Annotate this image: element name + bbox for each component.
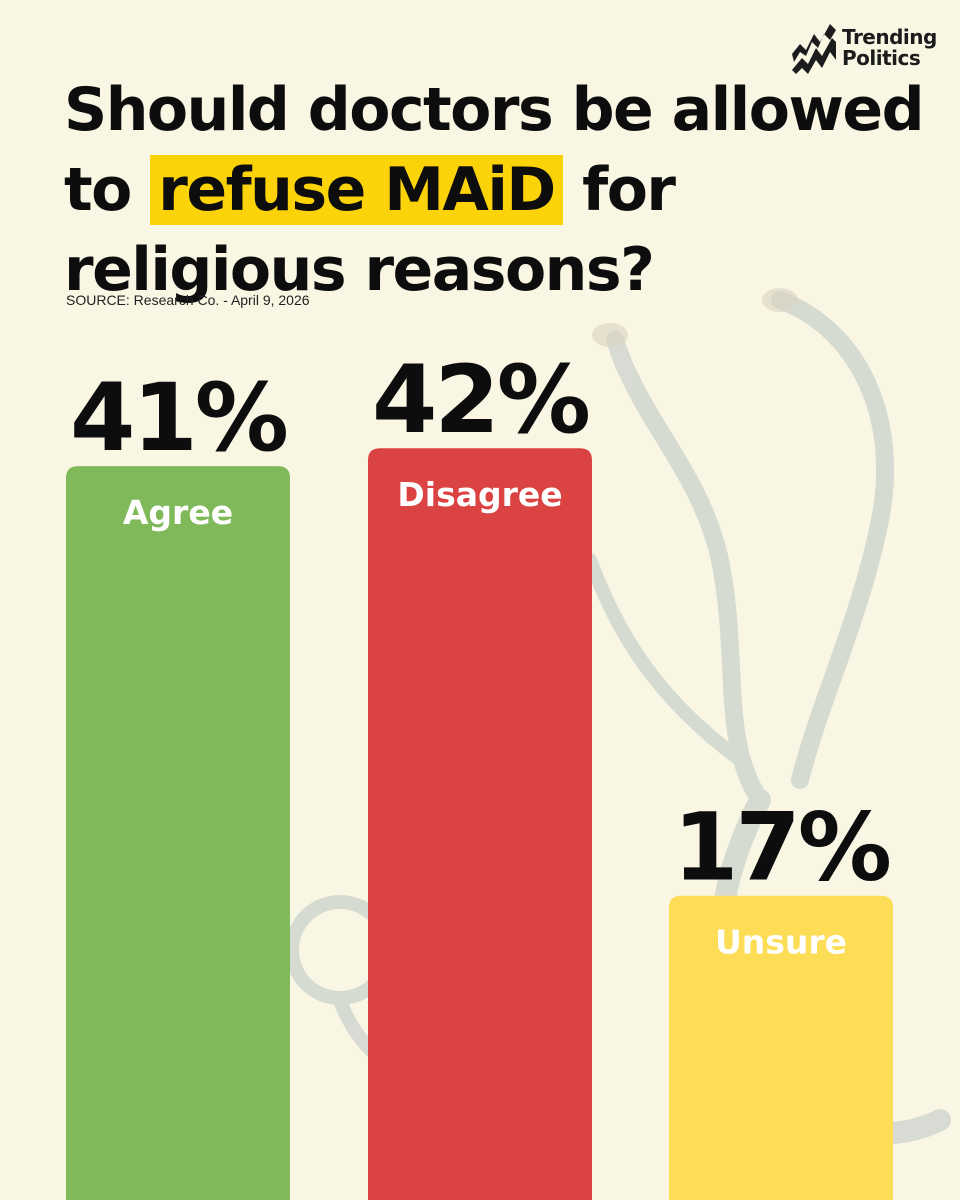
headline-highlight: refuse MAiD xyxy=(150,155,563,225)
trending-politics-logo: Trending Politics xyxy=(790,20,937,76)
category-label-disagree: Disagree xyxy=(397,475,562,514)
brand-name: Trending Politics xyxy=(842,27,937,69)
brand-line-2: Politics xyxy=(842,46,921,70)
source-note: SOURCE: Research Co. - April 9, 2026 xyxy=(66,292,310,308)
value-label-agree: 41% xyxy=(70,364,287,473)
bar-unsure xyxy=(669,895,893,1200)
bar-disagree xyxy=(368,448,592,1200)
trend-chart-logo-icon xyxy=(792,24,836,74)
headline-text-end: for religious reasons? xyxy=(64,155,676,305)
page-title: Should doctors be allowed to refuse MAiD… xyxy=(64,70,944,310)
category-label-unsure: Unsure xyxy=(715,923,847,962)
brand-line-1: Trending xyxy=(842,25,937,49)
category-label-agree: Agree xyxy=(123,493,233,532)
headline-text-start: Should doctors be allowed to xyxy=(64,75,925,225)
value-label-unsure: 17% xyxy=(673,794,890,903)
bar-agree xyxy=(66,466,290,1200)
value-label-disagree: 42% xyxy=(372,346,589,455)
